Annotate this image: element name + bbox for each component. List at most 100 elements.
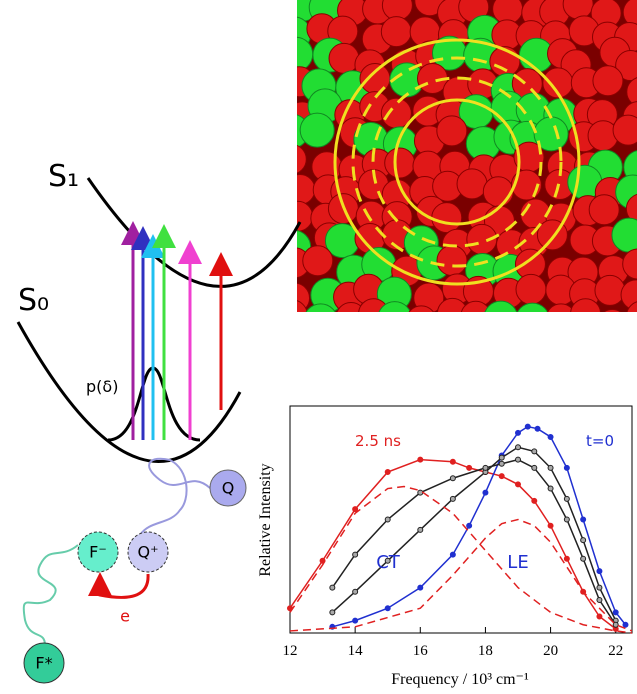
- sphere: [329, 43, 359, 73]
- data-point: [353, 618, 358, 623]
- data-point: [525, 424, 530, 429]
- data-point: [418, 527, 423, 532]
- transition-arrows: [133, 233, 221, 440]
- x-tick-label: 20: [543, 643, 558, 659]
- f-minus-label: F⁻: [89, 543, 107, 562]
- data-point: [564, 517, 569, 522]
- sphere: [595, 275, 625, 305]
- sphere: [285, 175, 315, 205]
- data-point: [581, 538, 586, 543]
- data-point: [581, 517, 586, 522]
- sphere: [597, 309, 627, 339]
- data-point: [385, 606, 390, 611]
- x-tick-label: 16: [413, 643, 429, 659]
- data-point: [548, 486, 553, 491]
- spheres: [275, 0, 637, 339]
- q-plus-label: Q⁺: [137, 543, 158, 562]
- sphere: [279, 37, 313, 71]
- data-point: [532, 498, 537, 503]
- sphere: [437, 298, 467, 328]
- data-point: [564, 496, 569, 501]
- data-point: [450, 496, 455, 501]
- data-point: [353, 507, 358, 512]
- data-point: [597, 585, 602, 590]
- data-point: [467, 523, 472, 528]
- sphere: [276, 144, 306, 174]
- data-point: [353, 552, 358, 557]
- sphere: [571, 299, 601, 329]
- sphere: [437, 245, 467, 275]
- data-point: [516, 430, 521, 435]
- s0-label: S₀: [18, 283, 49, 318]
- simulation-snapshot: [275, 0, 637, 339]
- s1-label: S₁: [48, 159, 79, 194]
- x-tick-label: 22: [608, 643, 623, 659]
- q-label: Q: [222, 479, 235, 498]
- sphere: [406, 306, 436, 336]
- data-point: [330, 585, 335, 590]
- sphere: [593, 66, 623, 96]
- s1-curve: [88, 178, 300, 286]
- sphere: [437, 116, 467, 146]
- data-point: [535, 426, 540, 431]
- sphere: [432, 203, 462, 233]
- series-label: CT: [376, 552, 401, 573]
- data-point: [564, 465, 569, 470]
- data-point: [532, 465, 537, 470]
- electron-label: e: [120, 607, 130, 626]
- f-star-label: F*: [35, 654, 52, 673]
- data-point: [483, 465, 488, 470]
- data-point: [548, 523, 553, 528]
- data-point: [532, 449, 537, 454]
- sphere: [381, 17, 411, 47]
- sphere: [304, 304, 338, 338]
- sphere: [303, 246, 333, 276]
- data-point: [330, 610, 335, 615]
- data-point: [516, 482, 521, 487]
- data-point: [450, 552, 455, 557]
- data-point: [499, 455, 504, 460]
- y-axis-label: Relative Intensity: [257, 463, 274, 576]
- data-point: [613, 610, 618, 615]
- spectrum-plot: Relative Intensity Frequency / 10³ cm⁻¹ …: [257, 406, 632, 688]
- series-label: 2.5 ns: [355, 432, 401, 450]
- data-point: [597, 597, 602, 602]
- series-line: [332, 460, 615, 625]
- data-point: [564, 556, 569, 561]
- data-point: [418, 585, 423, 590]
- data-point: [418, 457, 423, 462]
- series-label: LE: [507, 552, 528, 573]
- sphere: [359, 299, 389, 329]
- data-point: [581, 556, 586, 561]
- x-tick-label: 12: [283, 643, 298, 659]
- sphere: [483, 177, 513, 207]
- data-point: [450, 459, 455, 464]
- sphere: [484, 301, 518, 335]
- sphere: [378, 302, 412, 336]
- sphere: [516, 303, 550, 337]
- sphere: [300, 113, 334, 147]
- data-point: [516, 445, 521, 450]
- series-line: [332, 427, 625, 627]
- data-point: [385, 517, 390, 522]
- sphere: [360, 63, 390, 93]
- distribution-label: p(δ): [86, 377, 118, 396]
- data-point: [385, 470, 390, 475]
- sphere: [385, 148, 415, 178]
- data-point: [499, 474, 504, 479]
- data-point: [623, 622, 628, 627]
- sphere: [461, 301, 491, 331]
- data-point: [597, 569, 602, 574]
- electron-arrow: [100, 574, 148, 597]
- data-point: [516, 457, 521, 462]
- sphere: [457, 169, 487, 199]
- data-point: [613, 622, 618, 627]
- figure: S₁ S₀ p(δ) Q F⁻ Q⁺ e F* Relative Intensi…: [0, 0, 637, 694]
- series-label: t=0: [586, 432, 614, 450]
- data-point: [320, 558, 325, 563]
- data-point: [597, 614, 602, 619]
- data-point: [499, 461, 504, 466]
- data-point: [353, 589, 358, 594]
- sphere: [589, 195, 619, 225]
- data-point: [450, 476, 455, 481]
